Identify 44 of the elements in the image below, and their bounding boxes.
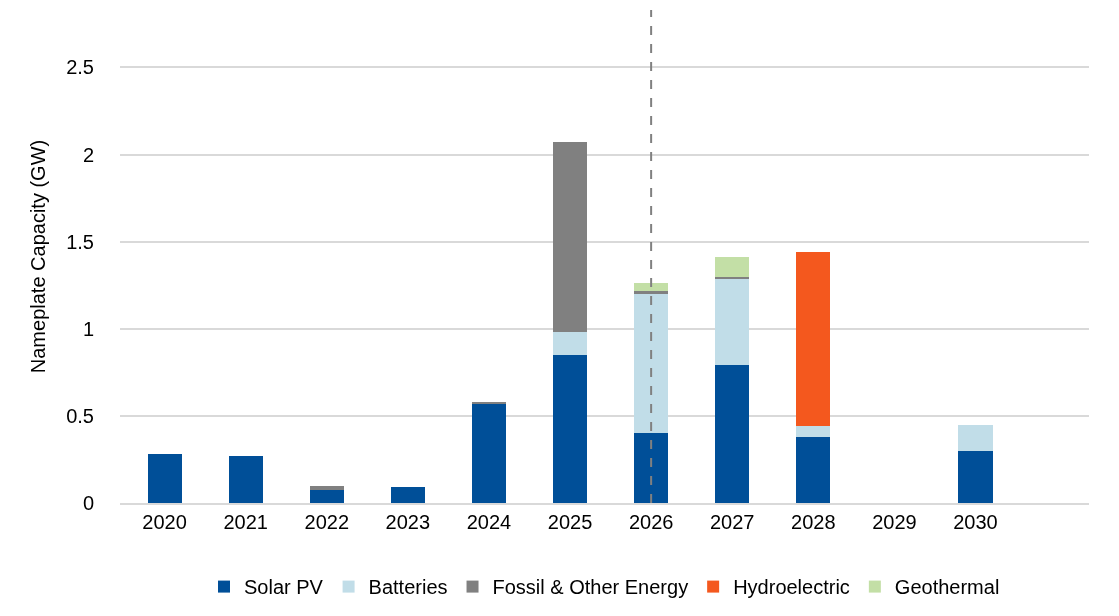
- x-tick-label: 2021: [223, 511, 268, 533]
- x-tick-label: 2030: [953, 511, 998, 533]
- bar: [309, 489, 344, 503]
- x-tick-label: 2029: [872, 511, 917, 533]
- bar: [634, 293, 669, 434]
- legend-label: Solar PV: [244, 576, 324, 599]
- legend-label: Geothermal: [894, 576, 1000, 599]
- legend-label: Hydroelectric: [733, 576, 850, 599]
- bar: [715, 257, 750, 277]
- y-tick-label: 2.5: [66, 56, 94, 79]
- bar: [634, 433, 669, 503]
- legend-label: Fossil & Other Energy: [492, 576, 689, 599]
- y-tick-label: 2: [82, 143, 94, 166]
- bar: [147, 454, 182, 503]
- bar: [309, 485, 344, 490]
- bar: [553, 332, 588, 355]
- bar: [796, 426, 831, 437]
- x-tick-label: 2020: [142, 511, 187, 533]
- bar: [553, 142, 588, 333]
- x-tick-label: 2026: [628, 511, 674, 533]
- legend-label: Batteries: [368, 576, 448, 599]
- x-tick-label: 2028: [791, 511, 836, 533]
- x-tick-label: 2024: [466, 511, 512, 533]
- y-tick-label: 1: [82, 317, 94, 340]
- y-tick-label: 0: [82, 492, 94, 514]
- x-tick-label: 2027: [709, 511, 755, 533]
- bar: [634, 291, 669, 294]
- x-tick-label: 2023: [385, 511, 431, 533]
- y-tick-label: 0.5: [66, 404, 94, 427]
- x-tick-label: 2022: [304, 511, 350, 533]
- bar: [715, 278, 750, 366]
- bar: [390, 487, 425, 503]
- bar: [553, 354, 588, 503]
- y-tick-label: 1.5: [66, 230, 94, 253]
- bar: [471, 401, 506, 404]
- bar: [228, 455, 263, 503]
- y-axis-title: Nameplate Capacity (GW): [26, 139, 49, 374]
- bar: [958, 450, 993, 503]
- bar: [715, 365, 750, 503]
- bar: [796, 252, 831, 427]
- bar: [471, 403, 506, 503]
- bar: [796, 436, 831, 503]
- bar: [958, 424, 993, 451]
- x-tick-label: 2025: [547, 511, 593, 533]
